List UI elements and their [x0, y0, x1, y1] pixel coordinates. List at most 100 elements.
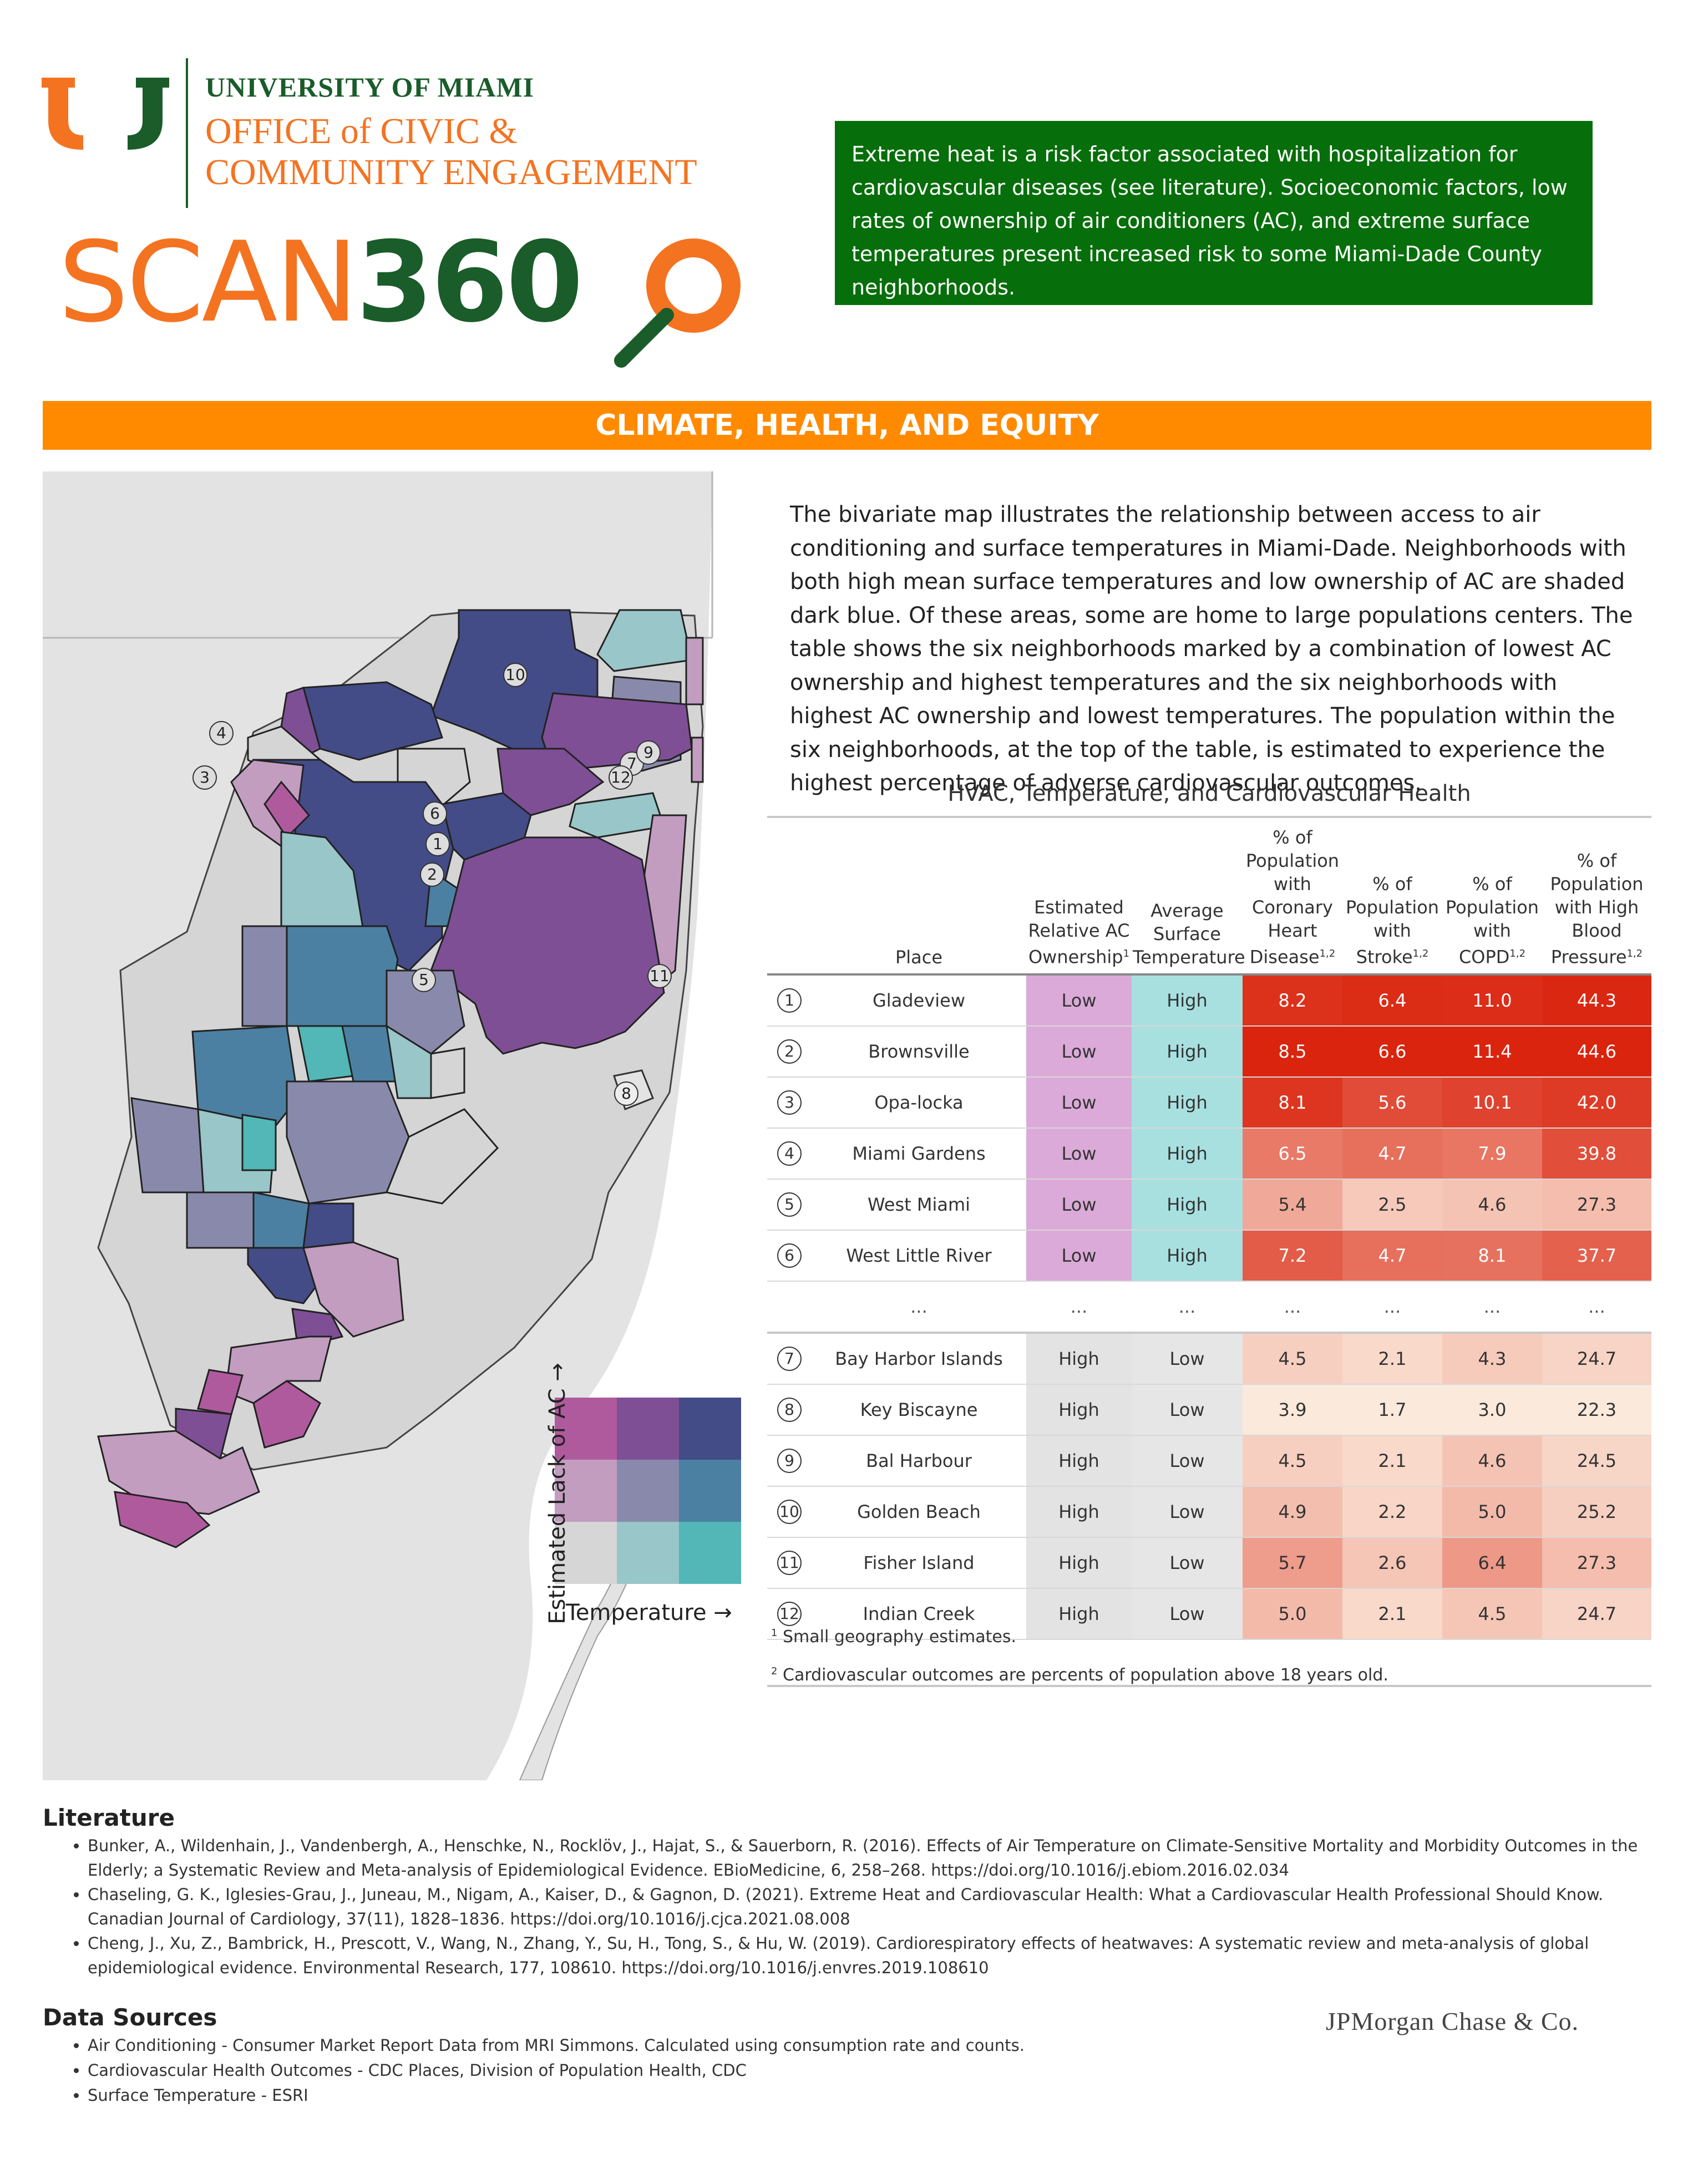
legend-x-label: Temperature →: [566, 1600, 732, 1626]
row-stroke: 2.1: [1342, 1588, 1442, 1640]
row-bp: 42.0: [1542, 1077, 1651, 1129]
legend-cell: [679, 1460, 741, 1522]
map-marker-4: 4: [209, 721, 234, 745]
logo-divider: [186, 58, 188, 208]
header-place: Place: [812, 816, 1026, 976]
row-chd: 5.0: [1243, 1588, 1342, 1640]
header-stroke: % of Population with Stroke1,2: [1342, 816, 1442, 976]
data-source-item: Cardiovascular Health Outcomes - CDC Pla…: [88, 2058, 1197, 2083]
row-stroke: 2.6: [1342, 1537, 1442, 1589]
university-u-logo: [42, 78, 169, 150]
map-marker-5: 5: [412, 968, 436, 992]
row-bp: 22.3: [1542, 1384, 1651, 1436]
row-chd: 7.2: [1243, 1230, 1342, 1282]
intro-box: Extreme heat is a risk factor associated…: [835, 121, 1593, 305]
health-table: Place Estimated Relative AC Ownership1 A…: [767, 816, 1651, 1640]
legend-cell: [555, 1398, 617, 1460]
row-place: Indian Creek: [812, 1588, 1026, 1640]
row-chd: 4.5: [1243, 1333, 1342, 1385]
literature-item: Chaseling, G. K., Iglesies-Grau, J., Jun…: [88, 1882, 1680, 1931]
map-marker-9: 9: [636, 740, 661, 765]
row-number: 8: [767, 1384, 812, 1436]
row-ac: High: [1026, 1537, 1132, 1589]
row-stroke: 5.6: [1342, 1077, 1442, 1129]
row-copd: 4.3: [1442, 1333, 1542, 1385]
table-row: 1 Gladeview Low High 8.2 6.4 11.0 44.3: [767, 974, 1651, 1027]
row-chd: 5.7: [1243, 1537, 1342, 1589]
row-temp: Low: [1132, 1435, 1243, 1487]
row-ac: Low: [1026, 1026, 1132, 1078]
table-row: 9 Bal Harbour High Low 4.5 2.1 4.6 24.5: [767, 1435, 1651, 1487]
row-place: Brownsville: [812, 1026, 1026, 1078]
row-copd: 8.1: [1442, 1230, 1542, 1282]
row-ac: High: [1026, 1486, 1132, 1538]
scan360-logo: SCAN360: [58, 222, 584, 344]
row-ac: Low: [1026, 974, 1132, 1027]
row-number: 6: [767, 1230, 812, 1282]
table-row: 6 West Little River Low High 7.2 4.7 8.1 37.7: [767, 1230, 1651, 1282]
row-stroke: 2.5: [1342, 1179, 1442, 1231]
table-row: 3 Opa-locka Low High 8.1 5.6 10.1 42.0: [767, 1077, 1651, 1129]
scan-360-text: 360: [356, 218, 583, 347]
map-marker-12: 12: [609, 765, 633, 790]
row-copd: 7.9: [1442, 1128, 1542, 1180]
table-row: 11 Fisher Island High Low 5.7 2.6 6.4 27.3: [767, 1537, 1651, 1589]
row-bp: 44.3: [1542, 974, 1651, 1027]
row-copd: 6.4: [1442, 1537, 1542, 1589]
table-row: 5 West Miami Low High 5.4 2.5 4.6 27.3: [767, 1179, 1651, 1231]
legend-cell: [679, 1522, 741, 1584]
office-line-1: OFFICE of CIVIC &: [205, 111, 518, 151]
footnote-1: 1 Small geography estimates.: [771, 1627, 1016, 1647]
row-temp: High: [1132, 1026, 1243, 1078]
table-row: 12 Indian Creek High Low 5.0 2.1 4.5 24.7: [767, 1588, 1651, 1640]
row-place: Opa-locka: [812, 1077, 1026, 1129]
row-bp: 25.2: [1542, 1486, 1651, 1538]
row-place: Bal Harbour: [812, 1435, 1026, 1487]
row-number: 7: [767, 1333, 812, 1385]
row-number: 10: [767, 1486, 812, 1538]
row-number: 2: [767, 1026, 812, 1078]
row-ac: Low: [1026, 1230, 1132, 1282]
row-chd: 3.9: [1243, 1384, 1342, 1436]
footnote-2: 2 Cardiovascular outcomes are percents o…: [771, 1665, 1388, 1685]
row-ac: High: [1026, 1588, 1132, 1640]
row-chd: 8.5: [1243, 1026, 1342, 1078]
legend-cell: [555, 1460, 617, 1522]
row-place: Key Biscayne: [812, 1384, 1026, 1436]
row-temp: High: [1132, 974, 1243, 1027]
row-temp: High: [1132, 1230, 1243, 1282]
row-copd: 10.1: [1442, 1077, 1542, 1129]
row-bp: 37.7: [1542, 1230, 1651, 1282]
map-svg: [43, 471, 792, 1780]
row-copd: 11.0: [1442, 974, 1542, 1027]
row-stroke: 4.7: [1342, 1230, 1442, 1282]
row-place: Golden Beach: [812, 1486, 1026, 1538]
table-row: 7 Bay Harbor Islands High Low 4.5 2.1 4.3 24.7: [767, 1333, 1651, 1385]
row-bp: 44.6: [1542, 1026, 1651, 1078]
row-place: Gladeview: [812, 974, 1026, 1027]
header-bp: % of Population with High Blood Pressure…: [1542, 816, 1651, 976]
table-title: HVAC, Temperature, and Cardiovascular He…: [947, 781, 1471, 806]
row-number: 9: [767, 1435, 812, 1487]
row-place: West Miami: [812, 1179, 1026, 1231]
footnote-rule: [767, 1685, 1651, 1687]
table-row: 8 Key Biscayne High Low 3.9 1.7 3.0 22.3: [767, 1384, 1651, 1436]
row-place: Bay Harbor Islands: [812, 1333, 1026, 1385]
bivariate-legend-grid: [555, 1398, 741, 1584]
row-chd: 4.5: [1243, 1435, 1342, 1487]
row-temp: Low: [1132, 1333, 1243, 1385]
university-name: UNIVERSITY OF MIAMI: [205, 72, 535, 103]
literature-item: Cheng, J., Xu, Z., Bambrick, H., Prescot…: [88, 1931, 1680, 1980]
row-stroke: 6.6: [1342, 1026, 1442, 1078]
table-row: 4 Miami Gardens Low High 6.5 4.7 7.9 39.8: [767, 1128, 1651, 1180]
header-temp: Average Surface Temperature: [1132, 816, 1245, 976]
table-row: 2 Brownsville Low High 8.5 6.6 11.4 44.6: [767, 1026, 1651, 1078]
map-marker-10: 10: [503, 663, 528, 687]
row-ac: Low: [1026, 1128, 1132, 1180]
row-number: 12: [767, 1588, 812, 1640]
row-copd: 3.0: [1442, 1384, 1542, 1436]
row-chd: 6.5: [1243, 1128, 1342, 1180]
legend-y-label: Estimated Lack of AC →: [545, 1363, 570, 1624]
office-line-2: COMMUNITY ENGAGEMENT: [205, 152, 697, 192]
literature-heading: Literature: [43, 1804, 175, 1831]
